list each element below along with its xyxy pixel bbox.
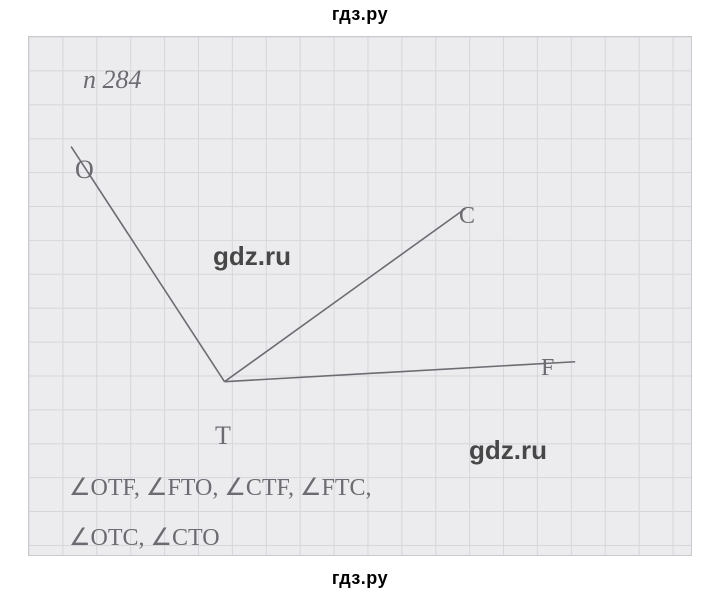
site-header-label: гдз.ру (332, 4, 388, 25)
solution-photo: n 284 O C F T gdz.ru gdz.ru ∠OTF, ∠FTO, … (28, 36, 692, 556)
point-label-t: T (215, 421, 231, 451)
problem-number: n 284 (83, 65, 142, 95)
answer-line-1: ∠OTF, ∠FTO, ∠CTF, ∠FTC, (69, 473, 372, 502)
point-label-f: F (541, 355, 554, 382)
site-footer-label: гдз.ру (332, 568, 388, 589)
answer-line-2: ∠OTC, ∠CTO (69, 523, 220, 552)
watermark: gdz.ru (213, 241, 291, 272)
point-label-o: O (75, 155, 94, 185)
point-label-c: C (459, 203, 475, 230)
watermark: gdz.ru (469, 435, 547, 466)
